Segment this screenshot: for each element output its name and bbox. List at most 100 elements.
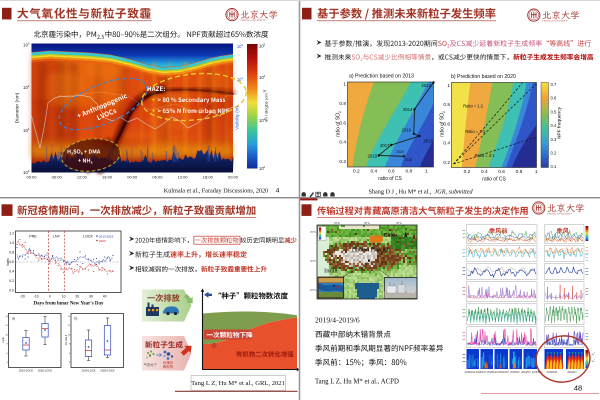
- svg-text:40: 40: [103, 295, 107, 299]
- svg-text:18:00: 18:00: [203, 175, 214, 180]
- svg-text:0.2: 0.2: [339, 159, 346, 165]
- svg-text:0.4: 0.4: [370, 169, 377, 175]
- svg-text:Tang L Z, Hu M* et al., GRL, 2: Tang L Z, Hu M* et al., GRL, 2021: [191, 380, 285, 387]
- svg-text:30°N: 30°N: [310, 259, 316, 263]
- svg-text:6: 6: [69, 353, 71, 355]
- svg-text:8: 8: [69, 344, 71, 346]
- svg-text:0.4: 0.4: [481, 169, 488, 175]
- svg-text:2019/5/7: 2019/5/7: [521, 371, 531, 374]
- svg-text:0.2: 0.2: [464, 169, 471, 175]
- svg-text:J (cm: J (cm: [2, 337, 5, 343]
- svg-text:b) Prediction based on 2020: b) Prediction based on 2020: [451, 74, 516, 80]
- svg-text:12:00: 12:00: [178, 175, 189, 180]
- svg-text:0.7: 0.7: [551, 82, 557, 87]
- svg-text:0.6: 0.6: [339, 120, 346, 126]
- svg-text:0.4: 0.4: [551, 123, 557, 128]
- svg-text:2019-LOCK: 2019-LOCK: [81, 369, 95, 373]
- svg-text:2019/4/27: 2019/4/27: [498, 371, 509, 374]
- svg-text:06:00: 06:00: [52, 175, 63, 180]
- svg-text:Days from lunar New Year's Day: Days from lunar New Year's Day: [33, 302, 104, 307]
- svg-text:0.5: 0.5: [551, 109, 557, 114]
- svg-text:2019/4/22: 2019/4/22: [487, 371, 498, 374]
- svg-text:-10: -10: [34, 295, 39, 299]
- svg-text:0.8: 0.8: [405, 169, 412, 175]
- svg-text:8: 8: [7, 344, 9, 346]
- svg-text:102: 102: [23, 84, 30, 90]
- svg-text:14: 14: [5, 316, 8, 318]
- svg-text:12: 12: [68, 325, 71, 327]
- svg-text:Tang L Z, Hu M* et al., ACPD: Tang L Z, Hu M* et al., ACPD: [315, 379, 399, 386]
- svg-text:1: 1: [447, 83, 450, 89]
- svg-text:0.4: 0.4: [9, 270, 14, 274]
- svg-text:China: China: [384, 233, 398, 239]
- svg-text:Kulmala et al., Faraday Discus: Kulmala et al., Faraday Discussions, 202…: [164, 188, 268, 195]
- svg-text:Shang D J , Hu M* et al.,: Shang D J , Hu M* et al.,: [369, 189, 432, 196]
- svg-text:2019-LOCK: 2019-LOCK: [19, 369, 33, 373]
- svg-text:48: 48: [574, 384, 582, 393]
- svg-text:JGR, submitted: JGR, submitted: [435, 189, 474, 196]
- svg-text:2020-LOCK: 2020-LOCK: [38, 369, 52, 373]
- svg-text:PRE: PRE: [29, 235, 37, 239]
- svg-text:-20: -20: [20, 295, 25, 299]
- svg-text:30: 30: [89, 295, 93, 299]
- svg-text:2013-2019: 2013-2019: [99, 234, 114, 238]
- svg-text:2019/4/17: 2019/4/17: [476, 371, 487, 374]
- svg-text:1: 1: [425, 169, 428, 175]
- svg-text:a) Prediction based on 2013: a) Prediction based on 2013: [349, 74, 414, 80]
- svg-text:2019/5/22: 2019/5/22: [547, 371, 558, 374]
- svg-text:104: 104: [259, 74, 266, 80]
- svg-text:2019/4-2019/6: 2019/4-2019/6: [315, 316, 360, 325]
- svg-text:0.6: 0.6: [9, 260, 14, 264]
- svg-text:4: 4: [7, 362, 9, 364]
- svg-text:1.0: 1.0: [9, 241, 14, 245]
- svg-text:Ratio = 1:1: Ratio = 1:1: [465, 129, 486, 134]
- svg-text:0.8: 0.8: [443, 102, 450, 108]
- svg-text:14: 14: [68, 316, 71, 318]
- svg-text:N: N: [405, 227, 408, 231]
- svg-text:0.6: 0.6: [388, 169, 395, 175]
- svg-text:2020: 2020: [396, 150, 404, 154]
- svg-text:95°E: 95°E: [396, 221, 402, 225]
- svg-text:2019/5/2: 2019/5/2: [510, 371, 520, 374]
- svg-text:100: 100: [259, 165, 266, 171]
- svg-text:105: 105: [237, 43, 244, 49]
- svg-text:10: 10: [5, 334, 8, 336]
- svg-text:1: 1: [343, 82, 346, 88]
- svg-text:NPF frequency: NPF frequency: [557, 106, 563, 139]
- svg-text:Diameter (nm): Diameter (nm): [15, 92, 21, 123]
- svg-text:0.6: 0.6: [551, 96, 557, 101]
- svg-text:0.2: 0.2: [9, 279, 14, 283]
- svg-text:ratio of SO2: ratio of SO2: [440, 111, 446, 137]
- svg-text:2017: 2017: [380, 143, 390, 148]
- svg-text:b): b): [75, 317, 78, 321]
- svg-text:0.3: 0.3: [551, 137, 557, 142]
- svg-text:Tibetan Plateau: Tibetan Plateau: [351, 248, 388, 254]
- svg-text:10: 10: [62, 295, 66, 299]
- svg-text:2020-LOCK: 2020-LOCK: [100, 369, 114, 373]
- svg-text:Ratio = 2:1: Ratio = 2:1: [475, 153, 496, 158]
- svg-text:0.8: 0.8: [516, 169, 523, 175]
- svg-text:PEKING UNIVERSITY: PEKING UNIVERSITY: [547, 214, 572, 216]
- svg-text:1.2: 1.2: [9, 232, 14, 236]
- svg-text:GR (nm h: GR (nm h: [65, 334, 68, 345]
- svg-text:0.2: 0.2: [551, 151, 557, 156]
- svg-text:2013: 2013: [421, 83, 431, 88]
- svg-text:LNY: LNY: [53, 235, 61, 239]
- svg-text:2020: 2020: [99, 239, 106, 243]
- svg-text:104: 104: [592, 352, 595, 356]
- svg-text:a): a): [12, 317, 15, 321]
- svg-text:4: 4: [276, 188, 280, 195]
- svg-text:0.2: 0.2: [443, 160, 450, 166]
- svg-text:2019/5/12: 2019/5/12: [532, 371, 543, 374]
- svg-text:4: 4: [69, 362, 71, 364]
- svg-text:0.8: 0.8: [9, 251, 14, 255]
- svg-text:2019: 2019: [367, 154, 377, 159]
- svg-text:PEKING UNIVERSITY: PEKING UNIVERSITY: [241, 20, 266, 22]
- svg-text:2014: 2014: [403, 107, 413, 112]
- svg-text:ratio of CS: ratio of CS: [378, 176, 402, 182]
- svg-text:India: India: [324, 268, 338, 275]
- svg-text:25°N: 25°N: [310, 288, 316, 292]
- svg-text:Visibility (m): Visibility (m): [235, 106, 240, 130]
- svg-text:35°N: 35°N: [310, 230, 316, 234]
- svg-text:0.0: 0.0: [9, 289, 14, 293]
